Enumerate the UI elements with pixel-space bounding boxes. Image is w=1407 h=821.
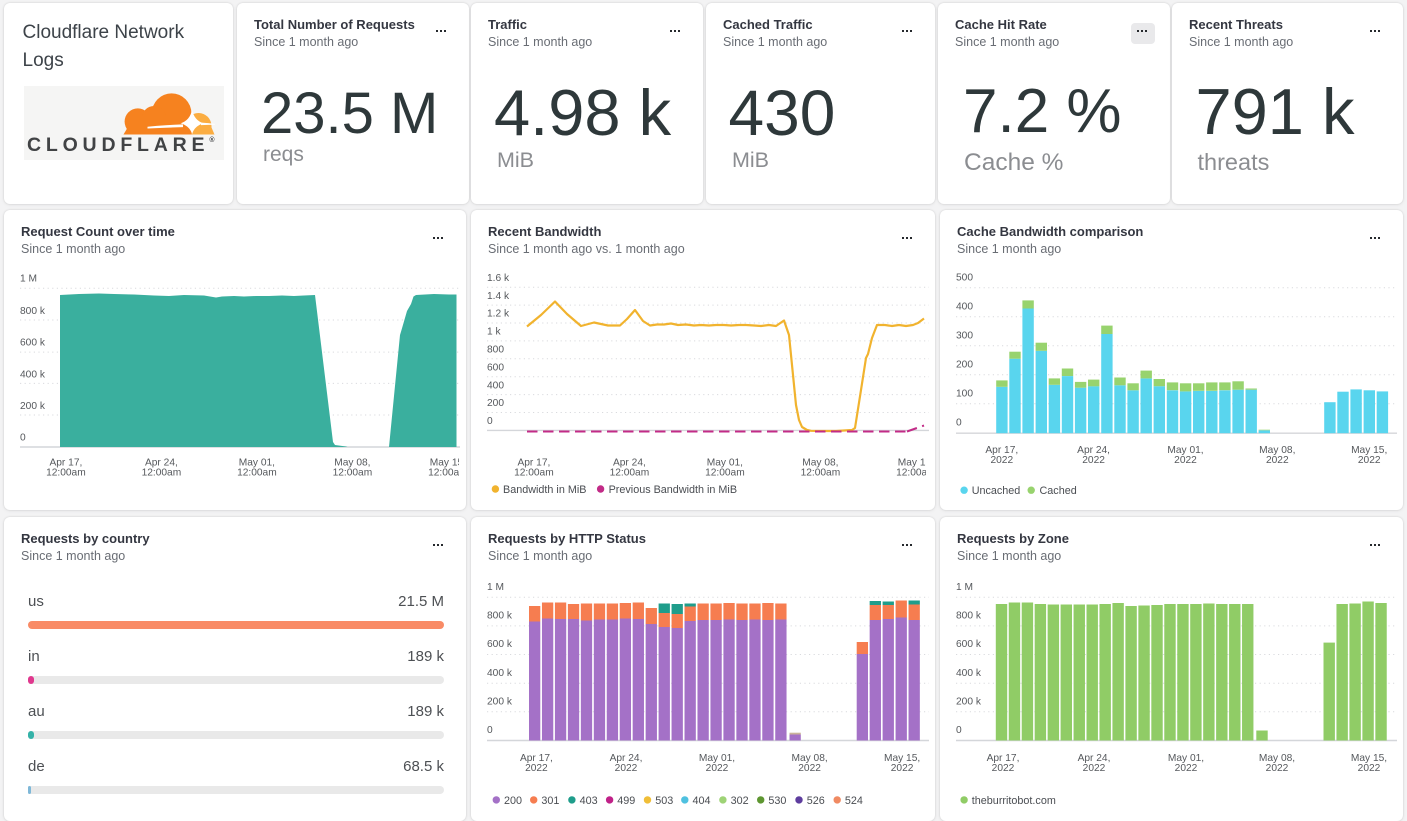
svg-text:12:00am: 12:00am — [610, 467, 650, 478]
svg-text:499: 499 — [617, 795, 635, 807]
svg-text:2022: 2022 — [1174, 455, 1197, 466]
svg-text:400 k: 400 k — [956, 668, 982, 679]
svg-text:800: 800 — [487, 345, 504, 356]
svg-text:May 01,: May 01, — [699, 753, 735, 764]
svg-text:Apr 24,: Apr 24, — [613, 458, 646, 469]
svg-text:Apr 17,: Apr 17, — [985, 445, 1018, 456]
svg-text:2022: 2022 — [1083, 763, 1106, 774]
svg-text:Apr 24,: Apr 24, — [1077, 445, 1110, 456]
svg-text:800 k: 800 k — [20, 306, 46, 317]
svg-text:200: 200 — [504, 795, 522, 807]
svg-text:May 01,: May 01, — [239, 458, 275, 469]
svg-text:1.6 k: 1.6 k — [487, 273, 510, 284]
svg-text:2022: 2022 — [798, 763, 821, 774]
svg-text:1 k: 1 k — [487, 327, 501, 338]
svg-text:2022: 2022 — [1266, 455, 1289, 466]
svg-text:0: 0 — [956, 417, 962, 428]
svg-text:Apr 17,: Apr 17, — [520, 753, 553, 764]
svg-text:600 k: 600 k — [956, 639, 982, 650]
svg-text:Apr 17,: Apr 17, — [987, 753, 1020, 764]
svg-text:2022: 2022 — [706, 763, 729, 774]
svg-text:526: 526 — [807, 795, 825, 807]
svg-text:100: 100 — [956, 388, 973, 399]
svg-text:12:00am: 12:00am — [142, 467, 182, 478]
svg-text:Apr 24,: Apr 24, — [145, 458, 178, 469]
svg-text:2022: 2022 — [1082, 455, 1105, 466]
svg-text:0: 0 — [956, 725, 962, 736]
svg-text:0: 0 — [487, 725, 493, 736]
svg-text:1 M: 1 M — [956, 582, 973, 593]
svg-text:12:00am: 12:00am — [46, 467, 86, 478]
svg-text:400: 400 — [956, 301, 973, 312]
svg-text:May 15,: May 15, — [898, 458, 934, 469]
svg-text:1 M: 1 M — [487, 582, 504, 593]
svg-text:600 k: 600 k — [487, 639, 513, 650]
svg-text:2022: 2022 — [992, 763, 1015, 774]
svg-text:May 08,: May 08, — [791, 753, 827, 764]
svg-text:May 15,: May 15, — [884, 753, 920, 764]
svg-text:1.2 k: 1.2 k — [487, 309, 510, 320]
svg-text:May 15,: May 15, — [1351, 445, 1387, 456]
svg-text:300: 300 — [956, 330, 973, 341]
svg-text:600: 600 — [487, 362, 504, 373]
svg-text:200 k: 200 k — [487, 697, 513, 708]
svg-text:404: 404 — [693, 795, 711, 807]
svg-text:theburritobot.com: theburritobot.com — [972, 795, 1056, 807]
svg-text:2022: 2022 — [615, 763, 638, 774]
svg-text:May 15,: May 15, — [430, 458, 466, 469]
svg-text:200 k: 200 k — [20, 401, 46, 412]
svg-text:12:00am: 12:00am — [896, 467, 935, 478]
svg-text:503: 503 — [655, 795, 673, 807]
svg-text:May 08,: May 08, — [1259, 753, 1295, 764]
svg-text:302: 302 — [731, 795, 749, 807]
svg-text:May 01,: May 01, — [707, 458, 743, 469]
svg-text:12:00am: 12:00am — [237, 467, 277, 478]
svg-text:2022: 2022 — [891, 763, 914, 774]
svg-text:May 08,: May 08, — [802, 458, 838, 469]
svg-text:2022: 2022 — [525, 763, 548, 774]
svg-text:Apr 24,: Apr 24, — [610, 753, 643, 764]
svg-text:Cached: Cached — [1040, 485, 1077, 497]
svg-text:2022: 2022 — [1358, 455, 1381, 466]
svg-text:1.4 k: 1.4 k — [487, 291, 510, 302]
svg-text:Previous Bandwidth in MiB: Previous Bandwidth in MiB — [609, 484, 737, 496]
svg-text:2022: 2022 — [1266, 763, 1289, 774]
svg-text:12:00am: 12:00am — [514, 467, 554, 478]
svg-text:400 k: 400 k — [487, 668, 513, 679]
svg-text:0: 0 — [487, 416, 493, 427]
svg-text:400 k: 400 k — [20, 369, 46, 380]
svg-text:Apr 24,: Apr 24, — [1078, 753, 1111, 764]
svg-text:200: 200 — [956, 359, 973, 370]
svg-text:800 k: 800 k — [487, 611, 513, 622]
svg-text:May 01,: May 01, — [1168, 753, 1204, 764]
svg-text:0: 0 — [20, 433, 26, 444]
svg-text:May 01,: May 01, — [1167, 445, 1203, 456]
svg-text:2022: 2022 — [990, 455, 1013, 466]
svg-text:200 k: 200 k — [956, 697, 982, 708]
svg-text:Bandwidth in MiB: Bandwidth in MiB — [503, 484, 586, 496]
svg-text:May 08,: May 08, — [334, 458, 370, 469]
svg-text:1 M: 1 M — [20, 274, 37, 285]
svg-text:800 k: 800 k — [956, 611, 982, 622]
svg-text:600 k: 600 k — [20, 338, 46, 349]
svg-text:2022: 2022 — [1358, 763, 1381, 774]
svg-text:400: 400 — [487, 380, 504, 391]
svg-text:Apr 17,: Apr 17, — [49, 458, 82, 469]
svg-text:500: 500 — [956, 272, 973, 283]
svg-text:530: 530 — [768, 795, 786, 807]
svg-text:524: 524 — [845, 795, 863, 807]
svg-text:Apr 17,: Apr 17, — [517, 458, 550, 469]
svg-text:Uncached: Uncached — [972, 485, 1021, 497]
svg-text:12:00am: 12:00am — [801, 467, 841, 478]
svg-text:12:00am: 12:00am — [428, 467, 466, 478]
svg-text:2022: 2022 — [1175, 763, 1198, 774]
svg-text:12:00am: 12:00am — [705, 467, 745, 478]
svg-text:403: 403 — [580, 795, 598, 807]
svg-text:301: 301 — [541, 795, 559, 807]
svg-text:12:00am: 12:00am — [333, 467, 373, 478]
svg-text:200: 200 — [487, 398, 504, 409]
svg-text:May 08,: May 08, — [1259, 445, 1295, 456]
svg-text:May 15,: May 15, — [1351, 753, 1387, 764]
